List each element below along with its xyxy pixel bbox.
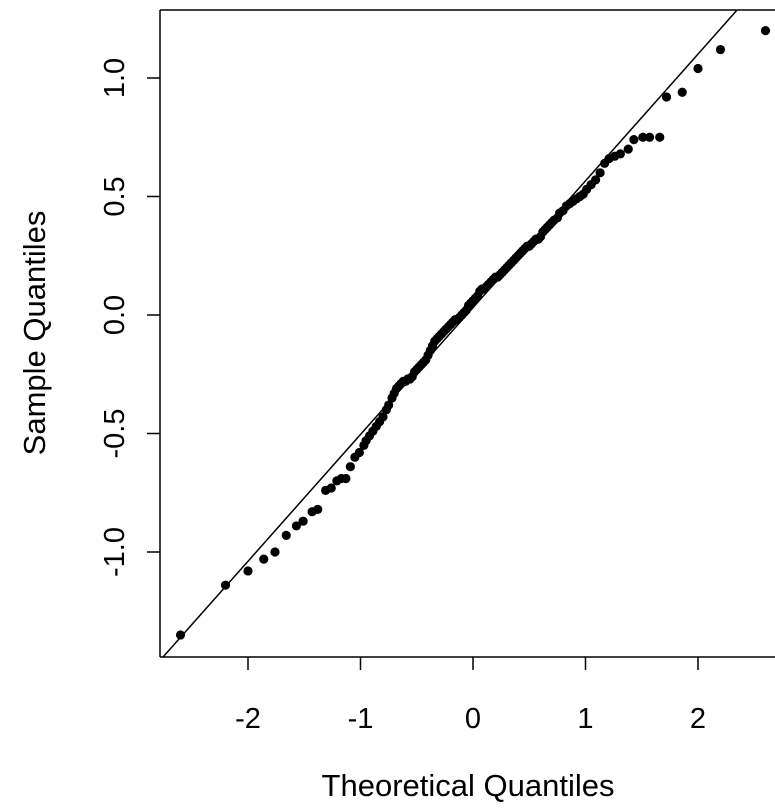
x-tick-label: -2: [235, 703, 261, 735]
data-point: [220, 580, 231, 590]
y-tick-label: -1.0: [99, 527, 131, 577]
data-point: [655, 132, 665, 142]
data-point: [175, 630, 186, 640]
data-point: [345, 462, 355, 472]
data-point: [595, 168, 605, 178]
data-point: [715, 44, 726, 55]
data-point: [243, 566, 253, 576]
data-point: [354, 447, 364, 458]
data-point: [281, 530, 291, 541]
data-point: [378, 412, 388, 422]
data-points: [175, 26, 771, 640]
x-tick-label: 1: [577, 703, 593, 735]
y-tick-label: 0.5: [99, 176, 131, 216]
y-axis-title: Sample Quantiles: [17, 211, 52, 456]
data-point: [591, 175, 601, 185]
data-point: [623, 144, 633, 154]
data-point: [661, 92, 672, 102]
qq-reference-line: [162, 10, 739, 657]
data-point: [629, 135, 639, 145]
data-point: [677, 87, 687, 97]
y-tick-label: 1.0: [99, 58, 131, 98]
x-tick-label: 0: [465, 703, 481, 735]
data-point: [313, 504, 323, 514]
x-axis: -2 -1 0 1 2: [235, 657, 706, 735]
y-tick-label: -0.5: [99, 409, 131, 459]
x-tick-label: -1: [348, 703, 374, 735]
data-point: [298, 516, 308, 526]
y-axis: -1.0 -0.5 0.0 0.5 1.0: [99, 58, 160, 577]
data-point: [693, 63, 703, 74]
data-point: [615, 149, 625, 159]
y-tick-label: 0.0: [99, 295, 131, 335]
data-point: [645, 132, 655, 142]
data-point: [291, 521, 301, 531]
data-point: [259, 554, 269, 564]
x-axis-title: Theoretical Quantiles: [322, 768, 615, 803]
data-point: [326, 483, 336, 493]
data-point: [760, 26, 771, 36]
data-point: [638, 132, 648, 142]
data-point: [270, 547, 280, 557]
data-point: [384, 400, 394, 410]
x-tick-label: 2: [690, 703, 706, 735]
data-point: [341, 473, 351, 484]
